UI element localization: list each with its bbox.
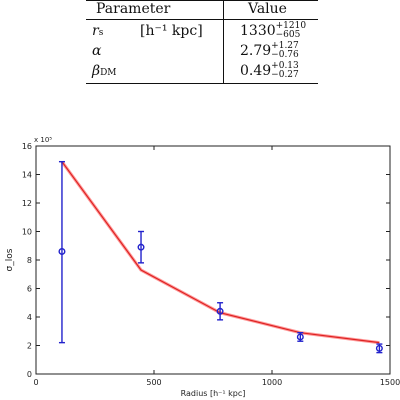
y-tick-label: 14 [22, 171, 32, 180]
param-unit: [h⁻¹ kpc] [140, 23, 203, 39]
param-value: 0.49 +0.13 −0.27 [240, 61, 299, 80]
y-tick-label: 2 [27, 342, 32, 351]
table-row: rs [h⁻¹ kpc] 1330 +1210 −605 [86, 22, 318, 40]
table-row: α 2.79 +1.27 −0.76 [86, 42, 318, 60]
y-multiplier-label: x 10⁵ [34, 136, 52, 144]
y-tick-label: 4 [27, 313, 32, 322]
header-parameter: Parameter [96, 1, 171, 17]
param-value: 1330 +1210 −605 [240, 21, 307, 40]
parameter-table: Parameter Value rs [h⁻¹ kpc] 1330 +1210 −6… [86, 0, 318, 84]
x-tick-label: 1500 [380, 378, 400, 387]
x-tick-label: 0 [33, 378, 38, 387]
table-row: βDM 0.49 +0.13 −0.27 [86, 62, 318, 80]
param-symbol: βDM [92, 63, 117, 79]
y-tick-label: 0 [27, 370, 32, 379]
x-axis-label: Radius [h⁻¹ kpc] [181, 389, 246, 398]
data-point [216, 307, 224, 315]
data-point [296, 333, 304, 341]
header-value: Value [248, 1, 287, 17]
y-tick-label: 12 [22, 199, 32, 208]
table-header-rule [86, 19, 318, 20]
param-symbol: α [92, 43, 102, 59]
y-axis-label: σ_los [5, 248, 15, 271]
x-tick-label: 1000 [262, 378, 282, 387]
y-tick-label: 8 [27, 256, 32, 265]
series-layer [58, 160, 383, 354]
x-tick-label: 500 [146, 378, 161, 387]
y-tick-label: 16 [22, 142, 32, 151]
table-header-row: Parameter Value [86, 0, 318, 18]
axes-layer: 0 500 1000 1500 0 2 4 6 8 10 12 14 16 [22, 142, 400, 387]
plot-frame [35, 145, 391, 375]
param-symbol: rs [92, 23, 104, 39]
table-bottom-rule [86, 83, 318, 84]
y-tick-label: 6 [27, 285, 32, 294]
y-tick-label: 10 [22, 228, 32, 237]
velocity-dispersion-chart: 0 500 1000 1500 0 2 4 6 8 10 12 14 16 x 10⁵ Radius [… [5, 136, 400, 398]
data-point [58, 247, 66, 255]
data-point [137, 243, 145, 251]
data-point [375, 344, 383, 352]
table-column-divider [223, 0, 224, 84]
param-value: 2.79 +1.27 −0.76 [240, 41, 299, 60]
table-top-rule [86, 0, 318, 1]
